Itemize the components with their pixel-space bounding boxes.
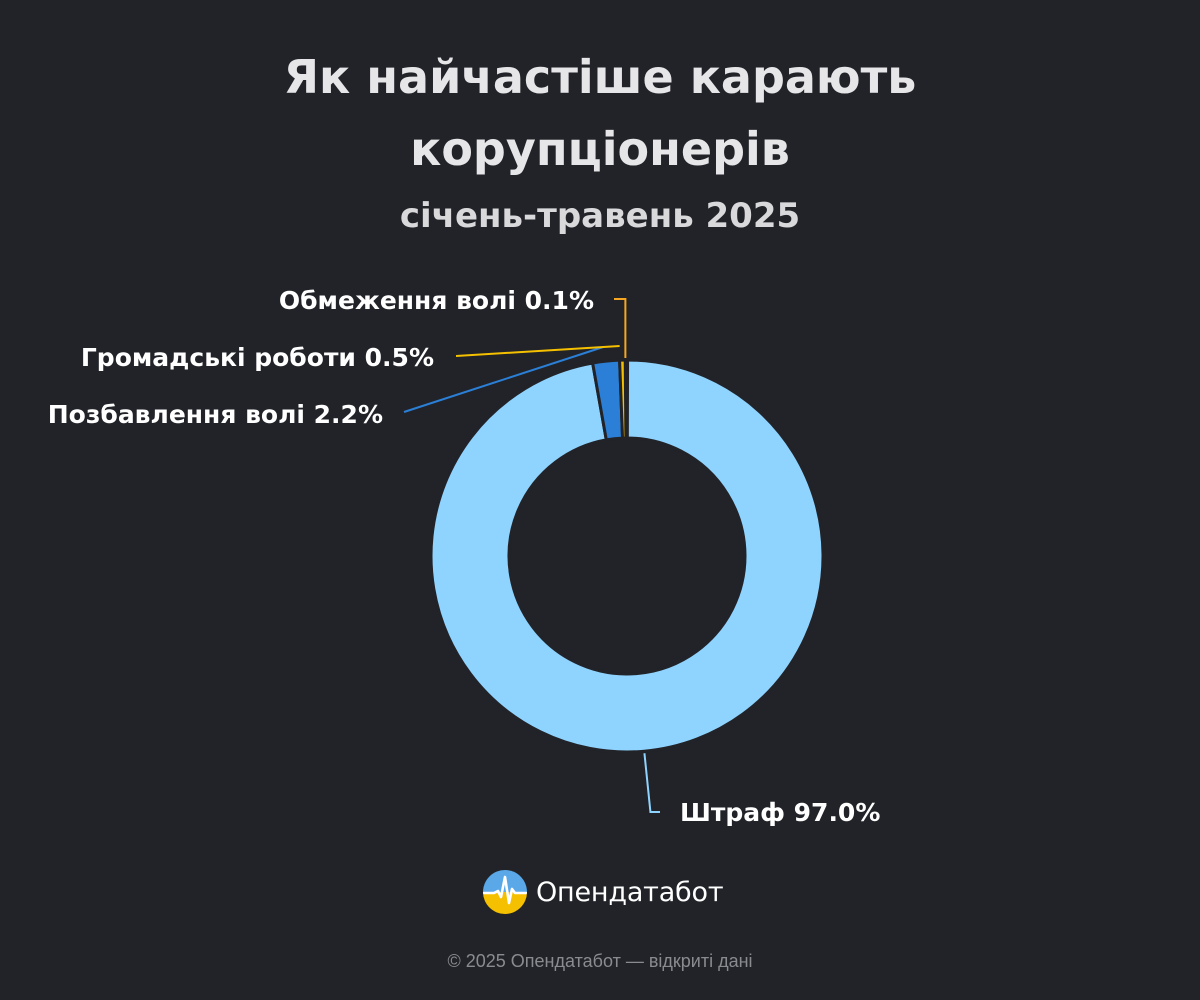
chart-title-line-1: Як найчастіше карають	[283, 50, 917, 104]
slice-3-wedge	[623, 358, 630, 440]
slice-3-label: Обмеження волі 0.1%	[279, 286, 594, 315]
slice-0-leader-line	[643, 753, 660, 813]
slice-0-label: Штраф 97.0%	[680, 798, 880, 827]
footer-copyright: © 2025 Опендатабот — відкриті дані	[447, 951, 753, 971]
brand: Опендатабот	[482, 868, 724, 916]
chart-subtitle: січень-травень 2025	[399, 196, 801, 236]
slice-labels: Штраф 97.0% Позбавлення волі 2.2% Громадсь…	[48, 286, 881, 827]
slice-3-leader-line	[614, 298, 627, 359]
brand-name: Опендатабот	[536, 876, 724, 908]
slice-0-wedge	[429, 358, 825, 754]
leader-lines	[403, 298, 660, 813]
slice-2-label: Громадські роботи 0.5%	[81, 343, 434, 372]
chart-title-line-2: корупціонерів	[410, 122, 790, 176]
donut-slices	[429, 358, 825, 754]
opendatabot-logo-icon	[483, 870, 527, 914]
slice-1-leader-line	[403, 346, 604, 413]
slice-2-leader-line	[455, 345, 620, 357]
slice-1-label: Позбавлення волі 2.2%	[48, 400, 383, 429]
